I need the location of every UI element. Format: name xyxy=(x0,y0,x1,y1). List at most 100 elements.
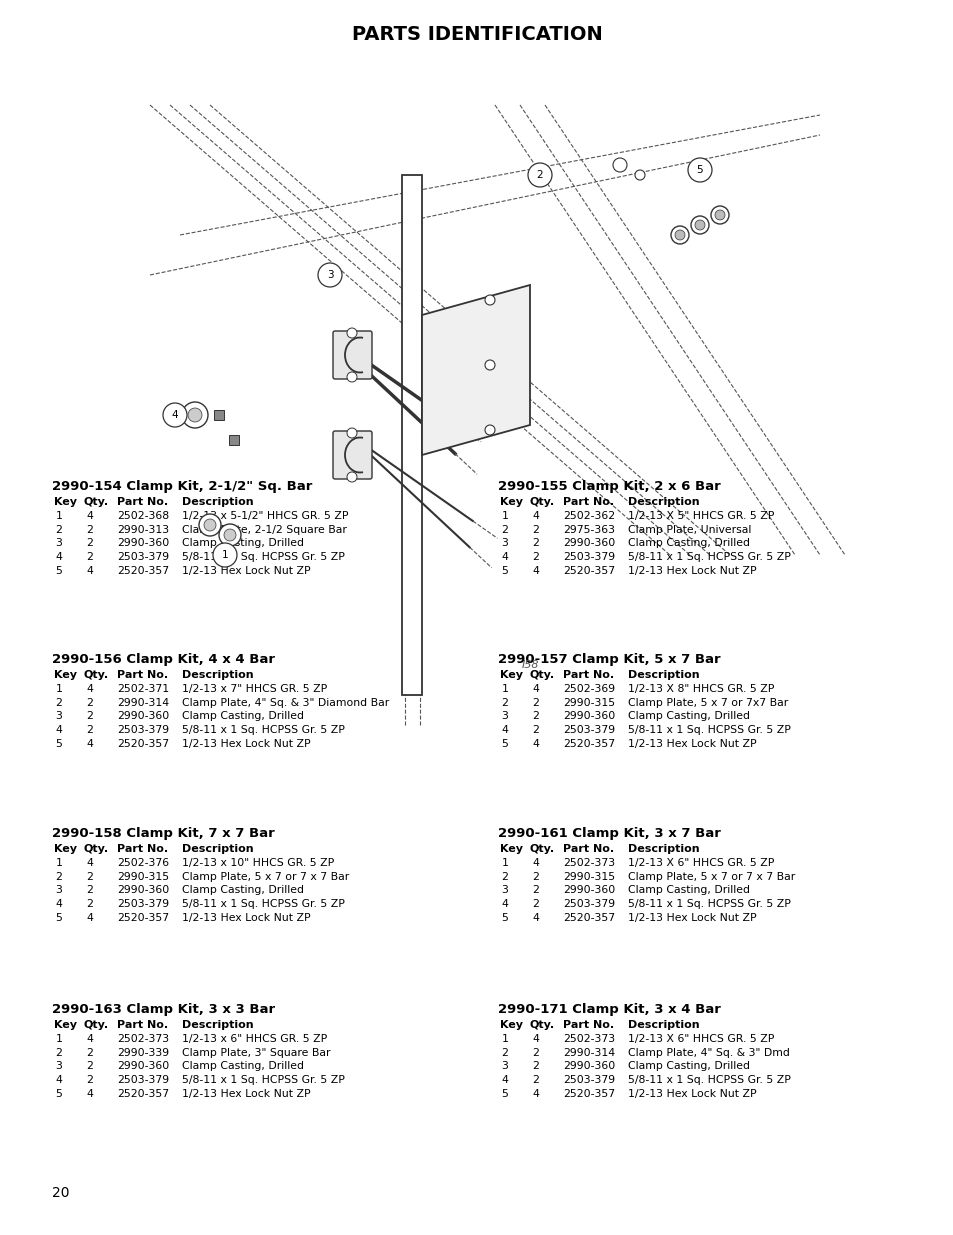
Text: 1/2-13 x 5-1/2" HHCS GR. 5 ZP: 1/2-13 x 5-1/2" HHCS GR. 5 ZP xyxy=(182,511,348,521)
Text: 2990-360: 2990-360 xyxy=(562,1061,615,1072)
Circle shape xyxy=(695,220,704,230)
Text: Part No.: Part No. xyxy=(117,1020,168,1030)
Bar xyxy=(229,435,239,445)
Circle shape xyxy=(484,295,495,305)
Text: 2: 2 xyxy=(55,525,62,535)
Text: 4: 4 xyxy=(501,1076,508,1086)
Text: Key: Key xyxy=(54,1020,77,1030)
Text: 4: 4 xyxy=(87,684,93,694)
Text: 2: 2 xyxy=(87,725,93,735)
Text: Qty.: Qty. xyxy=(530,671,555,680)
Text: Part No.: Part No. xyxy=(562,1020,614,1030)
Text: 2503-379: 2503-379 xyxy=(562,1076,615,1086)
Text: 2990-360: 2990-360 xyxy=(562,885,615,895)
Text: 2990-315: 2990-315 xyxy=(562,872,615,882)
Text: 4: 4 xyxy=(87,739,93,748)
Text: 5/8-11 x 1 Sq. HCPSS Gr. 5 ZP: 5/8-11 x 1 Sq. HCPSS Gr. 5 ZP xyxy=(627,899,790,909)
Text: 2990-155 Clamp Kit, 2 x 6 Bar: 2990-155 Clamp Kit, 2 x 6 Bar xyxy=(497,480,720,493)
Text: 2: 2 xyxy=(87,538,93,548)
Text: 2: 2 xyxy=(532,552,538,562)
Text: 3: 3 xyxy=(55,885,62,895)
Circle shape xyxy=(219,524,241,546)
Text: 1/2-13 x 10" HHCS GR. 5 ZP: 1/2-13 x 10" HHCS GR. 5 ZP xyxy=(182,858,334,868)
Text: 1/2-13 Hex Lock Nut ZP: 1/2-13 Hex Lock Nut ZP xyxy=(182,739,311,748)
Text: 2: 2 xyxy=(532,525,538,535)
Text: Description: Description xyxy=(182,496,253,508)
Text: 2990-360: 2990-360 xyxy=(117,711,169,721)
Text: Clamp Casting, Drilled: Clamp Casting, Drilled xyxy=(182,1061,304,1072)
Text: 5/8-11 x 1 Sq. HCPSS Gr. 5 ZP: 5/8-11 x 1 Sq. HCPSS Gr. 5 ZP xyxy=(627,725,790,735)
Text: 1/2-13 Hex Lock Nut ZP: 1/2-13 Hex Lock Nut ZP xyxy=(182,566,311,576)
Text: 1/2-13 Hex Lock Nut ZP: 1/2-13 Hex Lock Nut ZP xyxy=(182,1089,311,1099)
Text: 4: 4 xyxy=(532,739,538,748)
Text: 2502-373: 2502-373 xyxy=(562,858,615,868)
Text: Qty.: Qty. xyxy=(84,671,109,680)
Text: 5: 5 xyxy=(501,913,508,923)
Text: 1: 1 xyxy=(501,684,508,694)
Text: Clamp Casting, Drilled: Clamp Casting, Drilled xyxy=(182,711,304,721)
Circle shape xyxy=(224,529,235,541)
Text: 2990-339: 2990-339 xyxy=(117,1047,169,1057)
Text: 2502-373: 2502-373 xyxy=(562,1034,615,1044)
Text: 2: 2 xyxy=(501,698,508,708)
Text: 2503-379: 2503-379 xyxy=(117,899,169,909)
Text: 2: 2 xyxy=(501,525,508,535)
Text: 1: 1 xyxy=(55,684,62,694)
Text: 2: 2 xyxy=(532,1061,538,1072)
Text: 4: 4 xyxy=(532,684,538,694)
Text: 1/2-13 X 8" HHCS GR. 5 ZP: 1/2-13 X 8" HHCS GR. 5 ZP xyxy=(627,684,774,694)
Text: 2: 2 xyxy=(87,1061,93,1072)
Text: 2503-379: 2503-379 xyxy=(117,725,169,735)
Text: 2990-157 Clamp Kit, 5 x 7 Bar: 2990-157 Clamp Kit, 5 x 7 Bar xyxy=(497,653,720,666)
Text: 1/2-13 Hex Lock Nut ZP: 1/2-13 Hex Lock Nut ZP xyxy=(182,913,311,923)
Text: Key: Key xyxy=(54,496,77,508)
Text: 5/8-11 x 1 Sq. HCPSS Gr. 5 ZP: 5/8-11 x 1 Sq. HCPSS Gr. 5 ZP xyxy=(627,552,790,562)
Circle shape xyxy=(317,263,341,287)
Text: 1/2-13 X 6" HHCS GR. 5 ZP: 1/2-13 X 6" HHCS GR. 5 ZP xyxy=(627,1034,774,1044)
Circle shape xyxy=(670,226,688,245)
Text: 4: 4 xyxy=(55,1076,62,1086)
Text: 1/2-13 Hex Lock Nut ZP: 1/2-13 Hex Lock Nut ZP xyxy=(627,913,756,923)
Text: 2: 2 xyxy=(87,1047,93,1057)
Text: Key: Key xyxy=(499,671,522,680)
Text: 2503-379: 2503-379 xyxy=(117,1076,169,1086)
Text: 4: 4 xyxy=(87,1034,93,1044)
Text: 1: 1 xyxy=(221,550,228,559)
Bar xyxy=(401,175,421,695)
Circle shape xyxy=(613,158,626,172)
Text: 2: 2 xyxy=(87,885,93,895)
Text: 2: 2 xyxy=(87,899,93,909)
Text: 2: 2 xyxy=(532,885,538,895)
Text: Clamp Plate, 3" Square Bar: Clamp Plate, 3" Square Bar xyxy=(182,1047,330,1057)
Text: Description: Description xyxy=(627,671,699,680)
Text: PARTS IDENTIFICATION: PARTS IDENTIFICATION xyxy=(352,25,601,44)
Circle shape xyxy=(347,329,356,338)
Text: 2520-357: 2520-357 xyxy=(117,739,169,748)
Text: 2503-379: 2503-379 xyxy=(117,552,169,562)
Text: 4: 4 xyxy=(501,552,508,562)
Circle shape xyxy=(710,206,728,224)
Text: 2: 2 xyxy=(532,725,538,735)
Text: Qty.: Qty. xyxy=(530,844,555,853)
Text: Description: Description xyxy=(182,844,253,853)
Text: Key: Key xyxy=(54,844,77,853)
Text: 4: 4 xyxy=(532,913,538,923)
Text: 4: 4 xyxy=(55,725,62,735)
Text: 2503-379: 2503-379 xyxy=(562,899,615,909)
Circle shape xyxy=(687,158,711,182)
Circle shape xyxy=(204,519,215,531)
Circle shape xyxy=(182,403,208,429)
Text: 2: 2 xyxy=(87,711,93,721)
Text: 2990-360: 2990-360 xyxy=(117,538,169,548)
Polygon shape xyxy=(421,285,530,454)
Text: 1: 1 xyxy=(55,858,62,868)
Text: 2975-363: 2975-363 xyxy=(562,525,615,535)
Text: 2: 2 xyxy=(87,872,93,882)
Text: 2990-314: 2990-314 xyxy=(117,698,169,708)
Text: Part No.: Part No. xyxy=(117,671,168,680)
Text: Clamp Casting, Drilled: Clamp Casting, Drilled xyxy=(182,538,304,548)
Text: 20: 20 xyxy=(52,1186,70,1200)
Text: 4: 4 xyxy=(55,899,62,909)
Text: 4: 4 xyxy=(87,566,93,576)
Text: 5: 5 xyxy=(55,913,62,923)
